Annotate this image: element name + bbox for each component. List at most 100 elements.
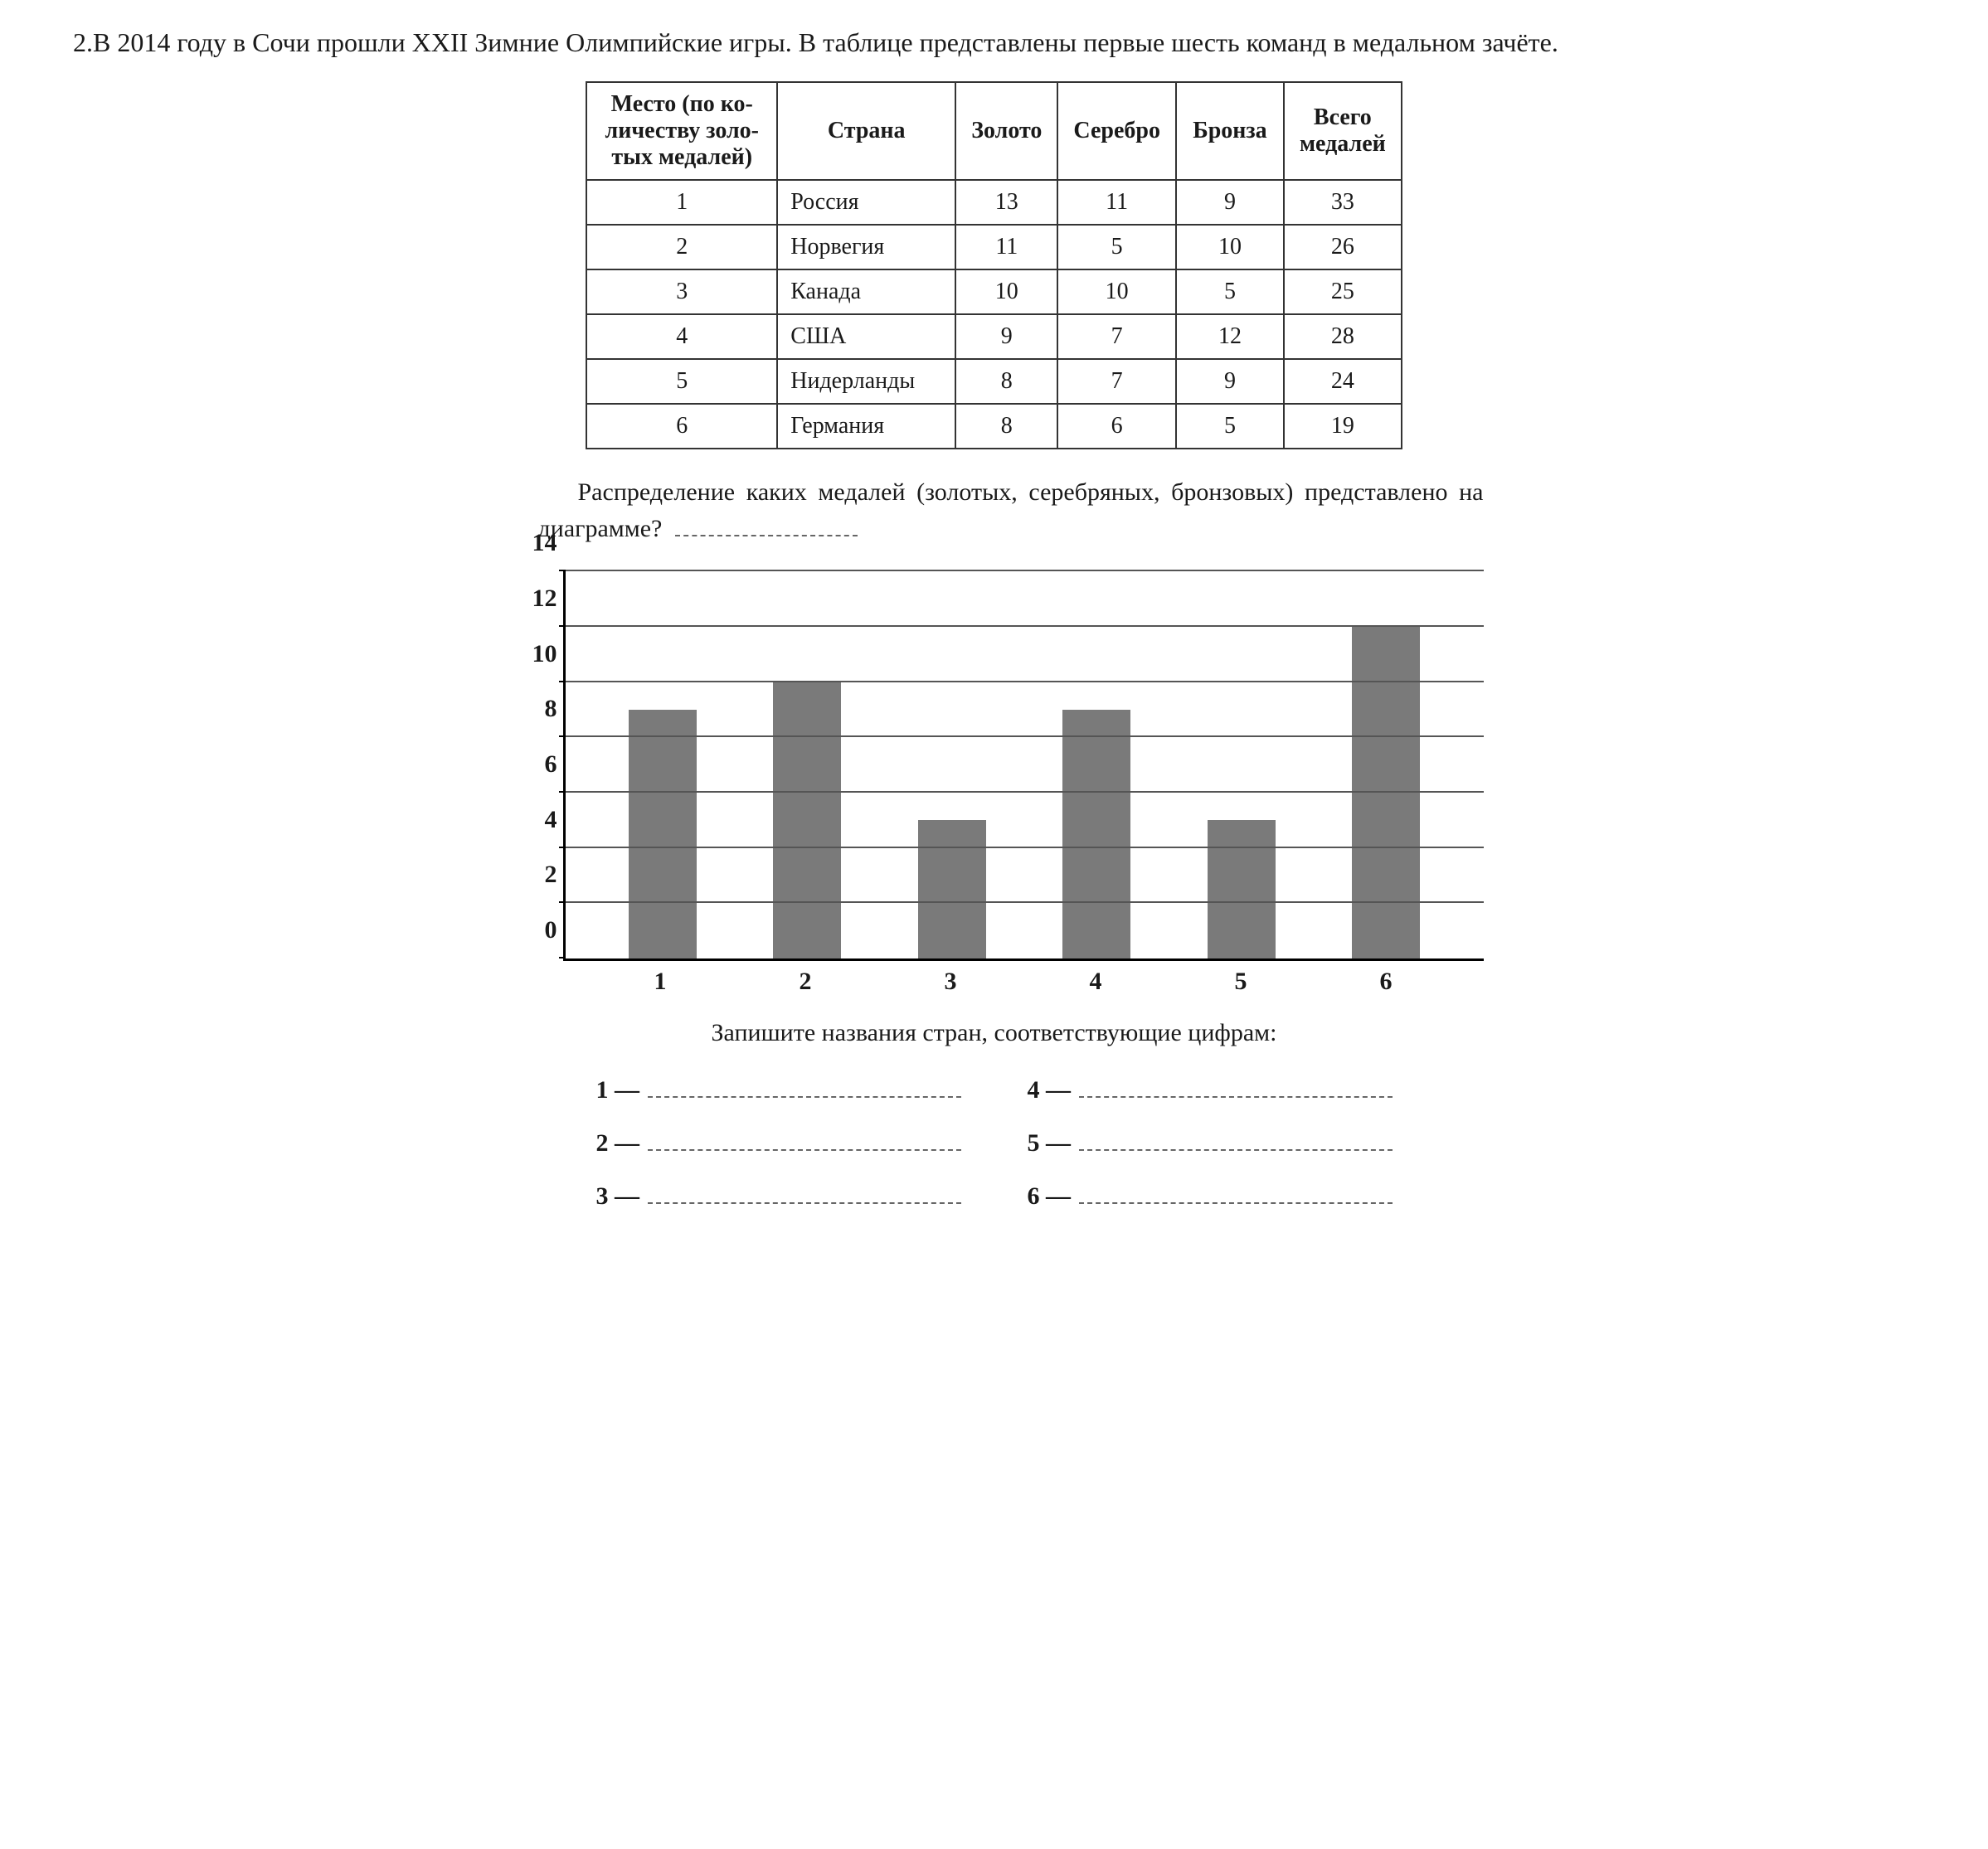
intro-text: 2.В 2014 году в Сочи прошли XXII Зимние … [33, 25, 1955, 61]
table-row: 3Канада1010525 [586, 269, 1402, 314]
y-axis-label: 14 [520, 529, 557, 557]
bars-row [566, 571, 1484, 958]
chart-bar [773, 682, 841, 959]
cell-place: 1 [586, 180, 777, 225]
cell-silver: 11 [1057, 180, 1176, 225]
cell-total: 28 [1284, 314, 1402, 359]
grid-line [566, 847, 1484, 848]
answer-label-5: 5 — [1028, 1129, 1072, 1157]
answers-block: 1 — 4 — 2 — 5 — 3 — 6 — [580, 1076, 1409, 1211]
cell-bronze: 5 [1176, 269, 1284, 314]
y-tick [559, 625, 566, 627]
th-silver: Серебро [1057, 82, 1176, 180]
cell-bronze: 9 [1176, 359, 1284, 404]
medal-chart: 02468101214 123456 [505, 571, 1484, 1002]
x-axis-label: 4 [1062, 961, 1130, 1002]
question-fill-blank[interactable] [675, 518, 858, 536]
cell-bronze: 12 [1176, 314, 1284, 359]
answer-fill-3[interactable] [648, 1187, 961, 1204]
cell-country: Нидерланды [777, 359, 955, 404]
cell-bronze: 10 [1176, 225, 1284, 269]
th-total: Всего медалей [1284, 82, 1402, 180]
cell-silver: 5 [1057, 225, 1176, 269]
y-tick [559, 681, 566, 682]
cell-gold: 9 [955, 314, 1057, 359]
table-row: 2Норвегия1151026 [586, 225, 1402, 269]
y-axis-label: 10 [520, 640, 557, 668]
chart-bar [918, 820, 986, 958]
x-axis-label: 1 [626, 961, 694, 1002]
x-axis-label: 3 [916, 961, 984, 1002]
x-axis-label: 6 [1352, 961, 1420, 1002]
answer-fill-2[interactable] [648, 1134, 961, 1151]
th-place: Место (по ко-личеству золо-тых медалей) [586, 82, 777, 180]
cell-total: 25 [1284, 269, 1402, 314]
th-country: Страна [777, 82, 955, 180]
y-tick [559, 791, 566, 793]
cell-silver: 6 [1057, 404, 1176, 449]
grid-line [566, 791, 1484, 793]
answer-fill-5[interactable] [1079, 1134, 1393, 1151]
y-tick [559, 901, 566, 903]
cell-silver: 10 [1057, 269, 1176, 314]
answer-item-4: 4 — [1028, 1076, 1393, 1104]
answer-fill-4[interactable] [1079, 1081, 1393, 1098]
answer-item-5: 5 — [1028, 1129, 1393, 1157]
chart-bar [629, 710, 697, 958]
answer-label-4: 4 — [1028, 1076, 1072, 1104]
cell-country: Норвегия [777, 225, 955, 269]
answer-fill-6[interactable] [1079, 1187, 1393, 1204]
x-labels: 123456 [563, 961, 1484, 1002]
cell-total: 26 [1284, 225, 1402, 269]
cell-country: США [777, 314, 955, 359]
y-axis-label: 8 [520, 695, 557, 723]
answer-label-6: 6 — [1028, 1182, 1072, 1211]
answer-item-3: 3 — [596, 1182, 961, 1211]
cell-total: 24 [1284, 359, 1402, 404]
y-tick [559, 570, 566, 571]
cell-gold: 13 [955, 180, 1057, 225]
table-row: 1Россия1311933 [586, 180, 1402, 225]
cell-place: 5 [586, 359, 777, 404]
chart-bar [1062, 710, 1130, 958]
cell-silver: 7 [1057, 314, 1176, 359]
y-tick [559, 957, 566, 958]
table-row: 4США971228 [586, 314, 1402, 359]
th-gold: Золото [955, 82, 1057, 180]
cell-bronze: 9 [1176, 180, 1284, 225]
cell-place: 4 [586, 314, 777, 359]
cell-gold: 11 [955, 225, 1057, 269]
cell-total: 33 [1284, 180, 1402, 225]
chart-bar [1352, 627, 1420, 958]
cell-place: 6 [586, 404, 777, 449]
grid-line [566, 681, 1484, 682]
cell-country: Германия [777, 404, 955, 449]
y-axis-label: 2 [520, 861, 557, 889]
y-tick [559, 735, 566, 737]
answer-fill-1[interactable] [648, 1081, 961, 1098]
cell-silver: 7 [1057, 359, 1176, 404]
grid-line [566, 570, 1484, 571]
y-tick [559, 847, 566, 848]
answer-item-6: 6 — [1028, 1182, 1393, 1211]
chart-bar [1208, 820, 1276, 958]
cell-gold: 8 [955, 359, 1057, 404]
chart-plot-area: 02468101214 [563, 571, 1484, 961]
answer-label-2: 2 — [596, 1129, 640, 1157]
cell-place: 3 [586, 269, 777, 314]
answers-heading: Запишите названия стран, соответствующие… [538, 1019, 1451, 1047]
cell-country: Канада [777, 269, 955, 314]
x-axis-label: 2 [771, 961, 839, 1002]
grid-line [566, 625, 1484, 627]
chart-question: Распределение каких медалей (золотых, се… [505, 474, 1484, 546]
answer-item-2: 2 — [596, 1129, 961, 1157]
grid-line [566, 735, 1484, 737]
chart-wrap: 02468101214 123456 [33, 571, 1955, 1002]
table-row: 5Нидерланды87924 [586, 359, 1402, 404]
cell-bronze: 5 [1176, 404, 1284, 449]
y-axis-label: 4 [520, 806, 557, 834]
y-axis-label: 12 [520, 585, 557, 613]
cell-place: 2 [586, 225, 777, 269]
y-axis-label: 6 [520, 750, 557, 779]
th-bronze: Бронза [1176, 82, 1284, 180]
